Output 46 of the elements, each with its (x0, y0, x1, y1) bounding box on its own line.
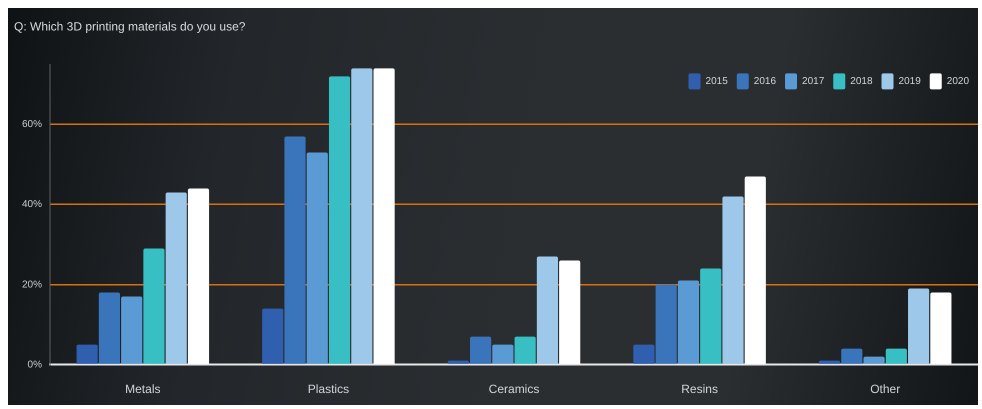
legend-label: 2020 (946, 76, 970, 88)
bar (98, 292, 120, 364)
bar (351, 68, 372, 364)
legend-label: 2018 (850, 76, 873, 88)
y-tick-label: 60% (22, 119, 42, 130)
bar (306, 152, 328, 364)
bar (188, 188, 210, 364)
bar (470, 336, 492, 364)
bar (166, 192, 187, 364)
legend-label: 2019 (898, 76, 922, 88)
bar (448, 360, 469, 364)
bar (886, 348, 907, 364)
bar (678, 280, 700, 364)
chart-title: Q: Which 3D printing materials do you use? (14, 20, 246, 34)
bar (514, 336, 536, 364)
bar (700, 268, 722, 364)
bar (284, 136, 306, 364)
x-tick-label: Plastics (308, 382, 350, 396)
x-tick-label: Resins (681, 382, 718, 396)
x-tick-label: Ceramics (488, 382, 540, 396)
y-tick-label: 40% (22, 199, 42, 210)
bar (633, 344, 655, 364)
bar (536, 256, 558, 364)
bar (908, 288, 930, 364)
bar (818, 360, 840, 364)
legend-label: 2016 (754, 76, 776, 88)
bar (328, 76, 350, 364)
bar (492, 344, 514, 364)
bar (121, 296, 142, 364)
x-tick-label: Other (870, 382, 900, 396)
y-tick-label: 0% (28, 359, 42, 370)
bar (841, 348, 862, 364)
bar (656, 284, 677, 364)
bar (722, 196, 744, 364)
bar (76, 344, 98, 364)
bar (559, 260, 580, 364)
bar (744, 176, 766, 364)
x-tick-label: Metals (125, 382, 160, 396)
y-tick-label: 20% (22, 279, 42, 290)
bar (143, 248, 165, 364)
bar (930, 292, 952, 364)
legend-label: 2015 (706, 76, 728, 88)
legend-label: 2017 (802, 76, 825, 88)
bar (374, 68, 395, 364)
bar (863, 356, 885, 364)
bar (262, 308, 284, 364)
